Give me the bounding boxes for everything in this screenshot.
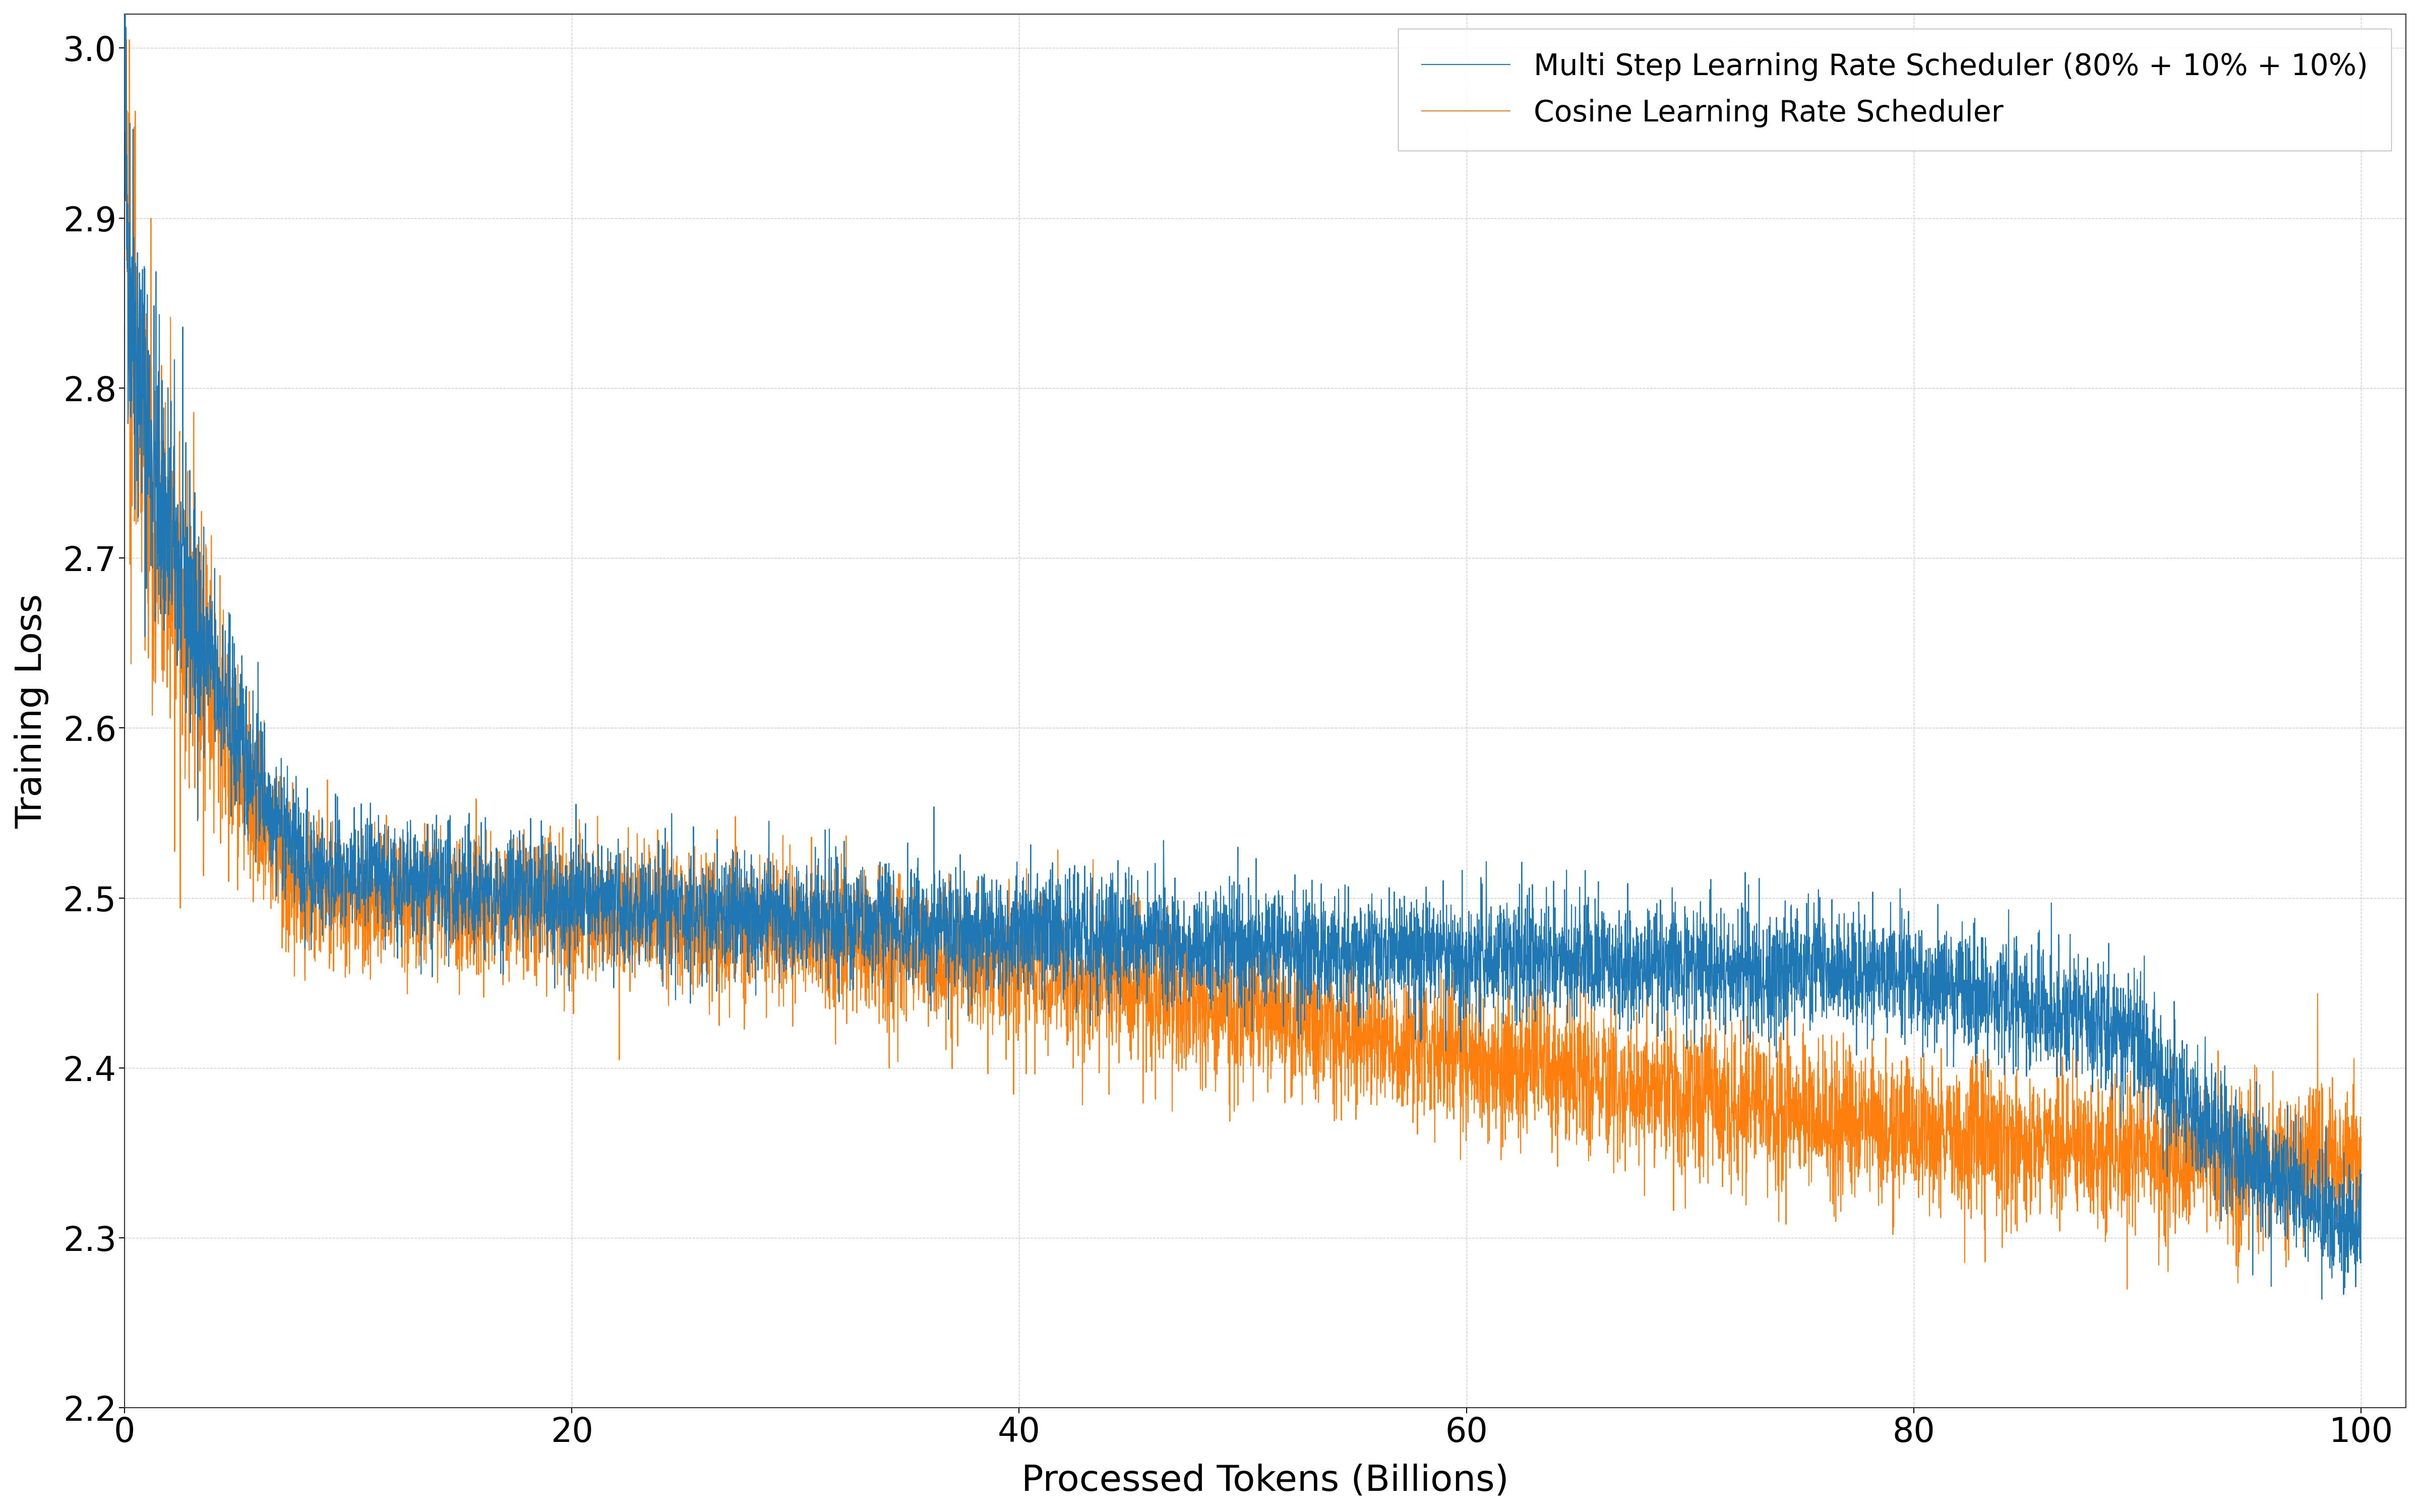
Multi Step Learning Rate Scheduler (80% + 10% + 10%) xyxy=(1532,947,1561,965)
Multi Step Learning Rate Scheduler (80% + 10% + 10%) xyxy=(1769,989,1798,1007)
Cosine Learning Rate Scheduler xyxy=(1532,1090,1561,1108)
Line: Multi Step Learning Rate Scheduler (80% + 10% + 10%): Multi Step Learning Rate Scheduler (80% … xyxy=(123,14,2362,1299)
Cosine Learning Rate Scheduler xyxy=(920,971,949,989)
Cosine Learning Rate Scheduler xyxy=(1769,1172,1798,1190)
Multi Step Learning Rate Scheduler (80% + 10% + 10%) xyxy=(1433,930,1462,948)
Line: Cosine Learning Rate Scheduler: Cosine Learning Rate Scheduler xyxy=(123,33,2362,1290)
Cosine Learning Rate Scheduler xyxy=(223,767,252,785)
Multi Step Learning Rate Scheduler (80% + 10% + 10%) xyxy=(223,723,252,741)
Multi Step Learning Rate Scheduler (80% + 10% + 10%) xyxy=(109,5,138,23)
Multi Step Learning Rate Scheduler (80% + 10% + 10%) xyxy=(2347,1166,2376,1184)
Multi Step Learning Rate Scheduler (80% + 10% + 10%) xyxy=(920,981,949,999)
Cosine Learning Rate Scheduler xyxy=(2347,1131,2376,1149)
X-axis label: Processed Tokens (Billions): Processed Tokens (Billions) xyxy=(1021,1464,1510,1498)
Multi Step Learning Rate Scheduler (80% + 10% + 10%) xyxy=(1888,1012,1917,1030)
Multi Step Learning Rate Scheduler (80% + 10% + 10%) xyxy=(2306,1290,2335,1308)
Cosine Learning Rate Scheduler xyxy=(2113,1281,2142,1299)
Y-axis label: Training Loss: Training Loss xyxy=(15,594,48,829)
Cosine Learning Rate Scheduler xyxy=(109,42,138,60)
Legend: Multi Step Learning Rate Scheduler (80% + 10% + 10%), Cosine Learning Rate Sched: Multi Step Learning Rate Scheduler (80% … xyxy=(1399,29,2391,151)
Cosine Learning Rate Scheduler xyxy=(111,24,140,42)
Cosine Learning Rate Scheduler xyxy=(1433,1058,1462,1077)
Cosine Learning Rate Scheduler xyxy=(1888,1146,1917,1164)
